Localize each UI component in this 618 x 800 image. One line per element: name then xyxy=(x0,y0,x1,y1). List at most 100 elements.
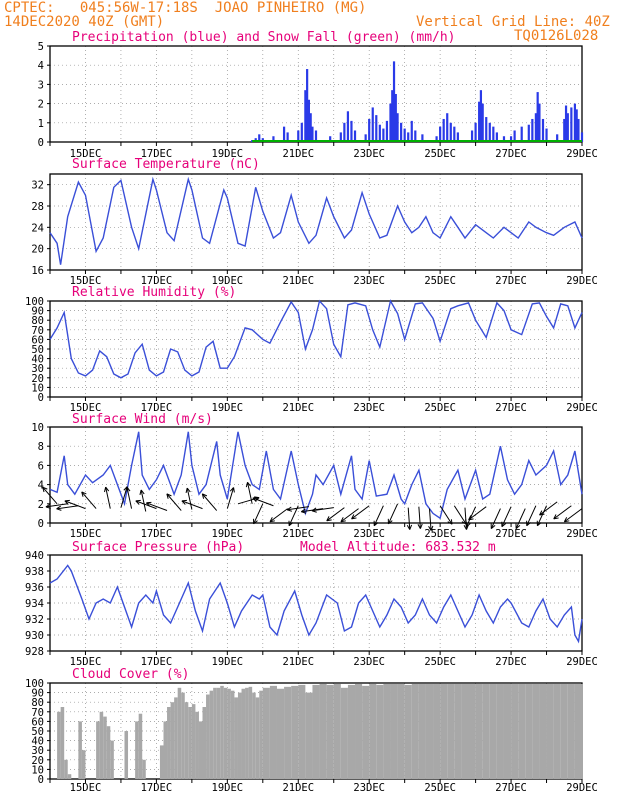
wind-arrow-head xyxy=(450,519,453,525)
precip-bar xyxy=(442,118,445,142)
y-tick-label: 10 xyxy=(31,382,44,394)
cloud-bar xyxy=(99,711,104,779)
wind-arrow xyxy=(105,486,111,509)
y-tick-label: 5 xyxy=(38,41,44,53)
x-tick-label: 21DEC xyxy=(282,528,314,540)
wind-arrow-head xyxy=(247,481,251,487)
cloud-bar xyxy=(124,731,129,779)
x-tick-label: 21DEC xyxy=(282,782,314,794)
y-tick-label: 8 xyxy=(38,441,44,453)
wind-arrow-head xyxy=(311,510,317,513)
cloud-bar xyxy=(525,683,533,779)
cloud-bar xyxy=(216,687,221,779)
wind-arrow-head xyxy=(233,487,235,493)
precip-bar xyxy=(564,105,568,142)
cloud-bar xyxy=(333,683,341,779)
cloud-bar xyxy=(390,683,398,779)
precip-bar xyxy=(536,92,539,142)
y-tick-label: 0 xyxy=(38,774,44,786)
x-tick-label: 17DEC xyxy=(141,402,173,414)
cloud-bar xyxy=(518,683,526,779)
precip-bar xyxy=(573,103,577,142)
series-line xyxy=(49,564,583,644)
wind-arrow-head xyxy=(286,509,293,512)
wind-arrow-head xyxy=(139,489,142,495)
wind-arrow-head xyxy=(45,503,51,508)
wind-arrow-head xyxy=(81,491,84,497)
wind-arrow-head xyxy=(56,508,62,511)
cloud-bar xyxy=(362,685,370,779)
y-tick-label: 4 xyxy=(38,60,44,72)
cloud-bar xyxy=(319,683,327,779)
cloud-bar xyxy=(291,685,299,779)
wind-arrow-head xyxy=(428,525,432,531)
precip-bar xyxy=(563,118,566,142)
precip-bar xyxy=(343,122,346,142)
x-tick-label: 27DEC xyxy=(495,782,527,794)
cloud-bar xyxy=(135,721,139,779)
y-tick-label: 6 xyxy=(38,460,44,472)
wind-arrow xyxy=(465,506,477,527)
precip-bar xyxy=(394,94,397,142)
x-tick-label: 15DEC xyxy=(70,528,102,540)
cloud-bar xyxy=(174,697,178,779)
cloud-bar xyxy=(255,697,260,779)
panel-2: 16 20 24 28 32 15DEC 17DEC 19DEC 21DEC 23DEC 25DEC… xyxy=(31,157,597,287)
wind-arrow-head xyxy=(202,493,208,497)
wind-arrow xyxy=(387,503,399,525)
precip-bar xyxy=(407,132,410,142)
cloud-bar xyxy=(202,707,207,779)
cloud-bar xyxy=(142,759,146,779)
cloud-bar xyxy=(170,702,175,779)
x-tick-label: 23DEC xyxy=(353,148,385,160)
wind-arrow xyxy=(56,505,79,510)
panel-title: Relative Humidity (%) xyxy=(72,285,236,300)
cloud-bar xyxy=(64,759,68,779)
panel-title: Surface Temperature (nC) xyxy=(72,157,260,172)
precip-bar xyxy=(527,124,530,142)
precip-bar xyxy=(329,136,332,142)
wind-arrow-head xyxy=(269,517,273,522)
wind-arrow xyxy=(64,500,86,510)
precip-bar xyxy=(492,126,495,142)
cloud-bar xyxy=(425,683,434,779)
y-tick-label: 90 xyxy=(31,306,44,318)
wind-arrow-head xyxy=(301,508,306,513)
y-tick-label: 20 xyxy=(31,373,44,385)
wind-arrow xyxy=(515,508,526,529)
x-tick-label: 21DEC xyxy=(282,402,314,414)
wind-arrow-head xyxy=(409,524,413,530)
y-tick-label: 10 xyxy=(31,422,44,434)
x-tick-label: 15DEC xyxy=(70,402,102,414)
x-tick-label: 19DEC xyxy=(212,528,244,540)
cloud-bar xyxy=(248,686,253,779)
wind-arrow-head xyxy=(406,524,411,530)
cloud-bar xyxy=(269,685,277,779)
wind-arrow xyxy=(181,500,203,510)
wind-arrow-head xyxy=(286,506,292,511)
y-tick-label: 0 xyxy=(38,518,44,530)
cloud-bar xyxy=(489,683,497,779)
cloud-bar xyxy=(397,683,405,779)
x-tick-label: 23DEC xyxy=(353,656,385,668)
wind-arrow-head xyxy=(326,519,332,522)
y-tick-label: 100 xyxy=(25,296,44,308)
wind-arrow-head xyxy=(468,515,472,521)
y-tick-label: 3 xyxy=(38,79,44,91)
precip-bar xyxy=(306,69,309,142)
y-tick-label: 934 xyxy=(25,598,44,610)
cloud-bar xyxy=(383,683,391,779)
wind-arrow xyxy=(564,508,583,523)
x-tick-label: 19DEC xyxy=(212,148,244,160)
y-tick-label: 930 xyxy=(25,630,44,642)
wind-arrow xyxy=(247,482,253,504)
precip-bar xyxy=(575,109,578,142)
cloud-bar xyxy=(60,707,65,779)
wind-arrow-head xyxy=(186,487,191,493)
wind-arrow xyxy=(439,505,453,525)
cloud-bar xyxy=(539,683,547,779)
precip-bar xyxy=(282,126,286,142)
precip-bar xyxy=(541,118,545,142)
